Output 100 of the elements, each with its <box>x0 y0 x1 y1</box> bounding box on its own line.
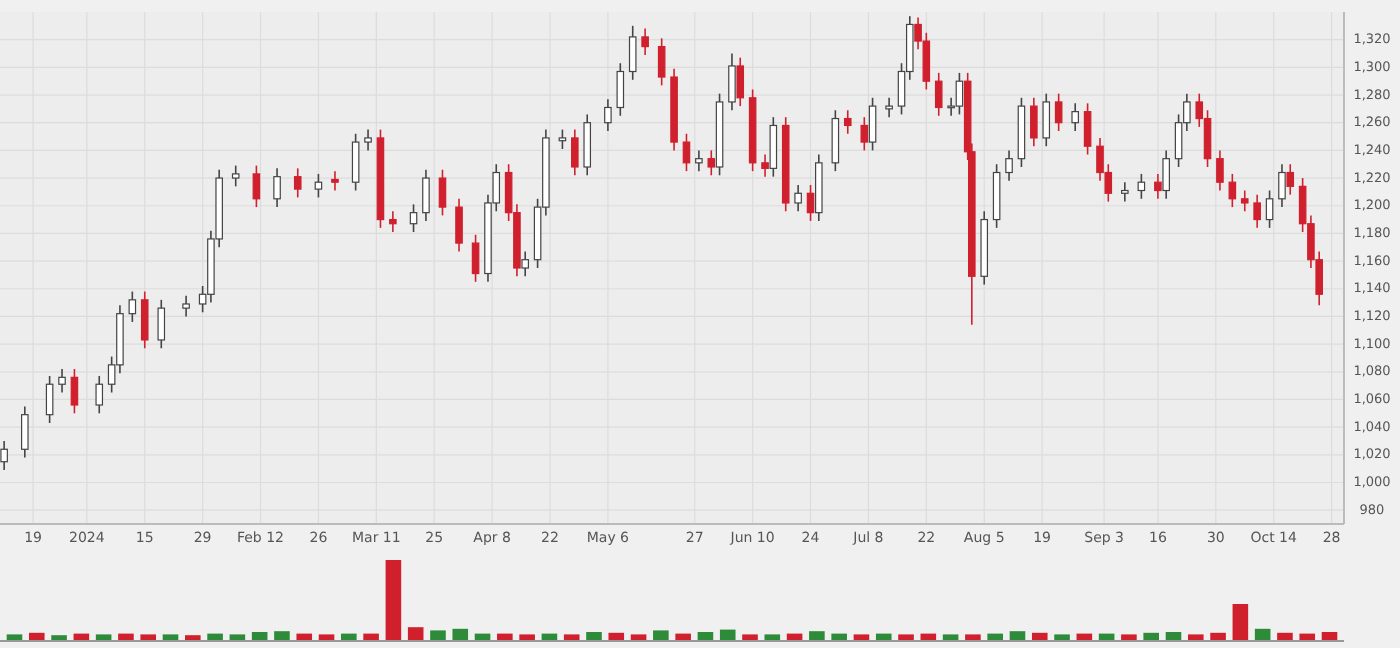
candlestick <box>471 233 480 283</box>
bar <box>430 630 446 640</box>
candlestick <box>806 184 815 222</box>
candlestick <box>761 153 769 178</box>
candlestick <box>231 164 240 188</box>
candlestick <box>182 294 190 318</box>
candlestick <box>707 149 716 177</box>
candlestick <box>657 37 666 87</box>
bar <box>1054 634 1070 640</box>
candlestick <box>1030 96 1038 148</box>
candlestick <box>1286 163 1295 196</box>
candlestick <box>558 128 567 150</box>
candlestick <box>1203 109 1212 168</box>
candlestick <box>1265 189 1274 229</box>
candlestick <box>695 149 703 172</box>
bar <box>497 633 513 640</box>
candlestick <box>95 375 104 415</box>
candlestick <box>682 132 691 172</box>
candlestick <box>934 72 943 117</box>
bar <box>251 632 268 640</box>
candlestick <box>21 405 29 459</box>
bar <box>1254 628 1271 640</box>
candlestick <box>955 72 964 116</box>
candlestick <box>314 173 323 199</box>
bar <box>118 633 134 640</box>
bar <box>1098 633 1115 640</box>
candlestick <box>616 62 625 117</box>
candlestick <box>860 116 869 152</box>
bar <box>541 633 558 640</box>
bar <box>942 634 959 640</box>
bar <box>162 634 179 640</box>
candlestick <box>157 299 166 350</box>
bar <box>563 634 580 640</box>
bar <box>1031 632 1048 640</box>
candlestick <box>992 163 1001 229</box>
candlestick <box>1240 189 1249 213</box>
bar <box>1232 604 1249 640</box>
bar <box>1009 631 1026 640</box>
bar <box>140 634 157 640</box>
bar <box>274 631 290 640</box>
candlestick <box>1228 173 1237 208</box>
candlestick <box>521 250 529 278</box>
bar <box>719 629 736 640</box>
bar <box>452 628 469 640</box>
bar <box>586 632 602 640</box>
bar <box>809 631 825 640</box>
candlestick <box>331 170 339 192</box>
candlestick <box>728 52 736 112</box>
candlestick <box>364 128 372 152</box>
bar <box>1121 634 1137 640</box>
bar <box>385 560 402 640</box>
candlestick <box>1054 92 1063 132</box>
candlestick <box>389 210 397 233</box>
candlestick <box>831 109 840 172</box>
bar <box>341 633 357 640</box>
bar <box>742 634 758 640</box>
bar <box>73 633 90 640</box>
bar <box>965 634 981 640</box>
candlestick <box>45 375 54 424</box>
bar <box>630 634 647 640</box>
candlestick <box>1121 181 1129 203</box>
candlestick <box>1162 149 1170 200</box>
candlestick <box>641 27 649 56</box>
bar <box>28 632 45 640</box>
candlestick <box>628 25 637 81</box>
candlestick <box>0 440 8 471</box>
candlestick <box>1071 102 1079 132</box>
candlestick <box>1278 163 1286 208</box>
bar <box>296 633 313 640</box>
bar <box>920 633 937 640</box>
candlestick <box>455 198 463 253</box>
bar <box>519 634 535 640</box>
bar <box>1299 633 1316 640</box>
bar <box>1321 632 1338 640</box>
bar <box>207 633 223 640</box>
candlestick <box>1042 92 1051 148</box>
bar <box>653 630 669 640</box>
candlestick <box>571 128 579 177</box>
bar <box>6 634 23 640</box>
bar <box>1143 632 1159 640</box>
bar <box>831 633 847 640</box>
candlestick <box>1005 149 1013 182</box>
candlestick <box>736 56 745 107</box>
bar <box>875 633 892 640</box>
candlestick <box>604 98 612 132</box>
bar <box>318 634 335 640</box>
candlestick <box>128 290 137 323</box>
bar <box>1076 633 1093 640</box>
bar <box>474 633 491 640</box>
bar <box>95 634 112 640</box>
bar <box>1187 634 1204 640</box>
bar <box>608 632 625 640</box>
candlestick <box>273 167 281 208</box>
candlestick <box>868 96 877 152</box>
bar <box>675 633 691 640</box>
bar <box>1165 632 1182 640</box>
candlestick <box>1253 193 1261 229</box>
bar <box>1210 632 1226 640</box>
candlestick <box>843 109 852 135</box>
bar <box>1277 632 1293 640</box>
